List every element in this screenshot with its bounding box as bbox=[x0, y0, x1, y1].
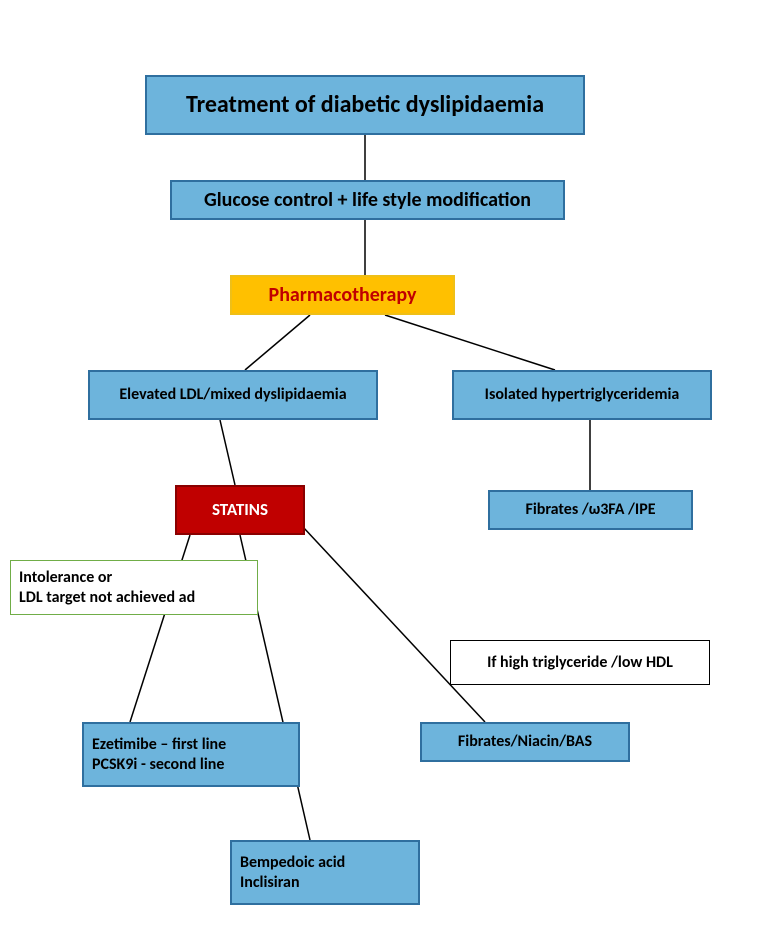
node-bempedoic: Bempedoic acid Inclisiran bbox=[230, 840, 420, 905]
node-title-label: Treatment of diabetic dyslipidaemia bbox=[186, 91, 544, 120]
node-ezetimibe: Ezetimibe – first line PCSK9i - second l… bbox=[82, 722, 300, 787]
node-pharma: Pharmacotherapy bbox=[230, 275, 455, 315]
edge-3 bbox=[385, 315, 555, 370]
node-fibrates_niacin-label: Fibrates/Niacin/BAS bbox=[458, 732, 592, 751]
node-if_high_tg-label: If high triglyceride /low HDL bbox=[487, 653, 673, 672]
node-fibrates_niacin: Fibrates/Niacin/BAS bbox=[420, 722, 630, 762]
node-glucose-label: Glucose control + life style modificatio… bbox=[204, 188, 531, 212]
node-isolated-label: Isolated hypertriglyceridemia bbox=[485, 385, 680, 404]
node-elevated: Elevated LDL/mixed dyslipidaemia bbox=[88, 370, 378, 420]
edge-4 bbox=[220, 420, 235, 485]
node-if_high_tg: If high triglyceride /low HDL bbox=[450, 640, 710, 685]
node-glucose: Glucose control + life style modificatio… bbox=[170, 180, 565, 220]
node-statins-label: STATINS bbox=[212, 500, 268, 520]
flowchart-edges bbox=[0, 0, 760, 950]
node-intolerance-label: Intolerance or LDL target not achieved a… bbox=[19, 568, 195, 606]
node-intolerance: Intolerance or LDL target not achieved a… bbox=[10, 560, 258, 615]
node-fibrates_omega: Fibrates /ω3FA /IPE bbox=[488, 490, 693, 530]
node-isolated: Isolated hypertriglyceridemia bbox=[452, 370, 712, 420]
node-ezetimibe-label: Ezetimibe – first line PCSK9i - second l… bbox=[92, 735, 226, 773]
node-statins: STATINS bbox=[175, 485, 305, 535]
node-fibrates_omega-label: Fibrates /ω3FA /IPE bbox=[525, 500, 655, 519]
node-bempedoic-label: Bempedoic acid Inclisiran bbox=[240, 853, 345, 891]
node-title: Treatment of diabetic dyslipidaemia bbox=[145, 75, 585, 135]
edge-2 bbox=[245, 315, 310, 370]
node-elevated-label: Elevated LDL/mixed dyslipidaemia bbox=[119, 385, 346, 404]
node-pharma-label: Pharmacotherapy bbox=[269, 283, 417, 307]
edge-8 bbox=[303, 527, 485, 722]
